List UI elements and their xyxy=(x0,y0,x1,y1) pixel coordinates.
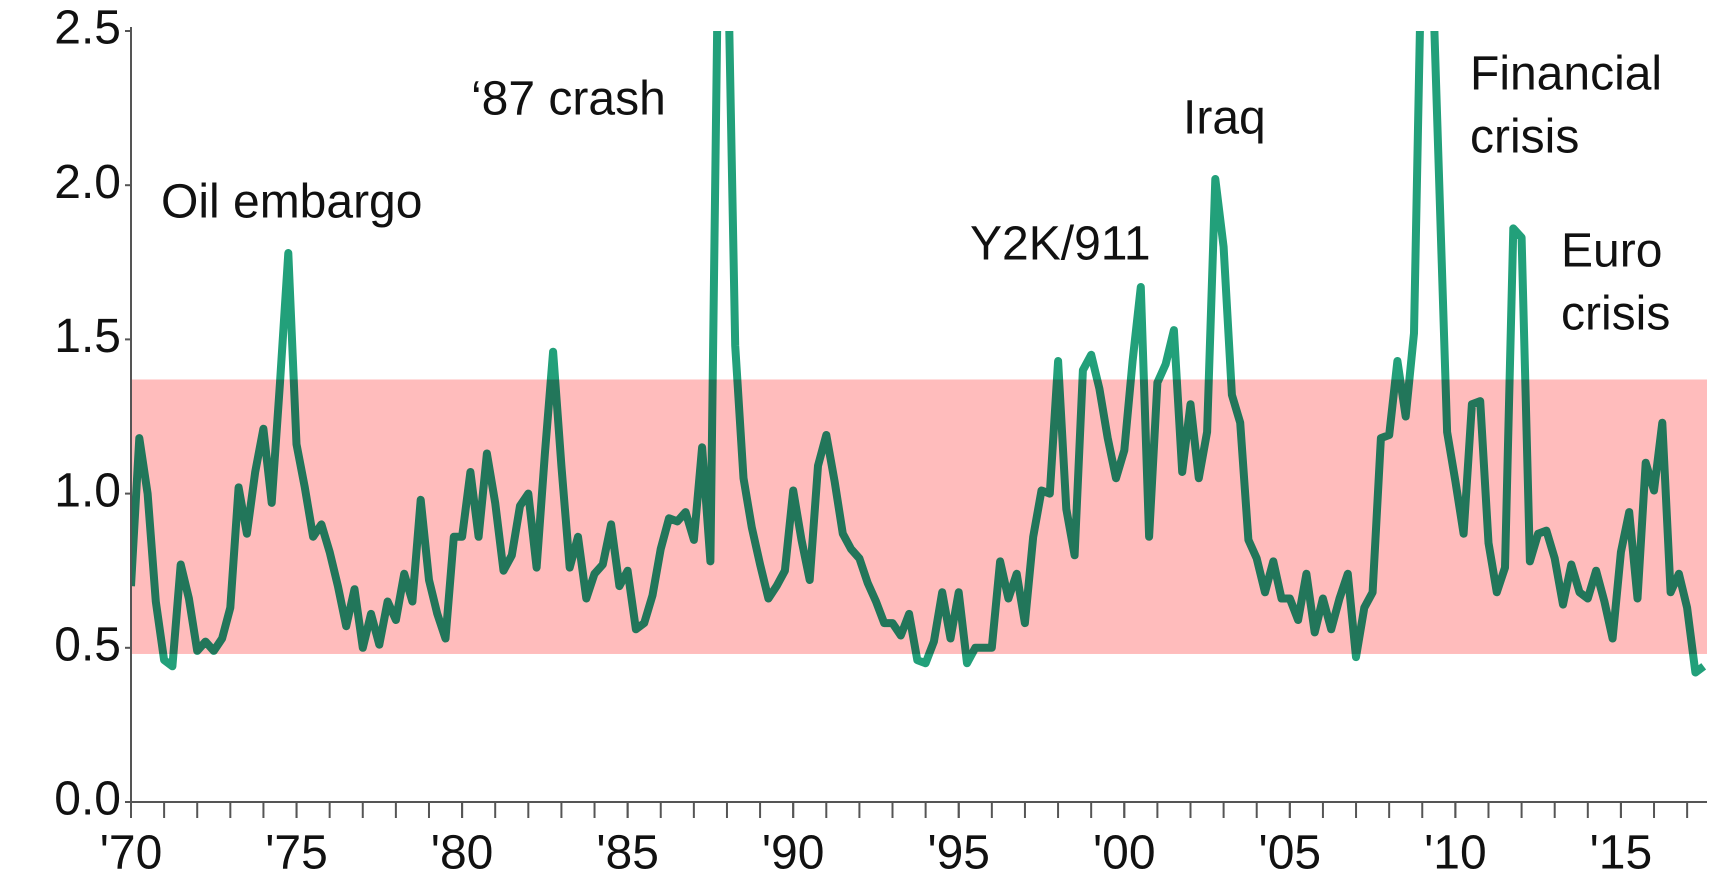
x-tick-label: '80 xyxy=(431,827,494,880)
y-tick-label: 2.5 xyxy=(54,2,121,55)
annotation: Y2K/911 xyxy=(970,218,1151,271)
annotation: Euro xyxy=(1561,225,1662,278)
shaded-range xyxy=(131,379,1707,654)
annotation: crisis xyxy=(1561,288,1670,341)
plot-area xyxy=(131,31,1707,677)
x-tick-label: '15 xyxy=(1590,827,1653,880)
x-tick-label: '90 xyxy=(762,827,825,880)
x-tick-label: '00 xyxy=(1093,827,1156,880)
annotation: ‘87 crash xyxy=(471,73,666,126)
y-tick-label: 1.0 xyxy=(54,464,121,517)
x-tick-label: '95 xyxy=(927,827,990,880)
annotation: Iraq xyxy=(1183,92,1266,145)
x-tick-label: '75 xyxy=(265,827,328,880)
annotation: Oil embargo xyxy=(161,176,422,229)
annotation: Financial xyxy=(1470,48,1662,101)
x-tick-label: '70 xyxy=(100,827,163,880)
y-tick-label: 0.5 xyxy=(54,618,121,671)
y-tick-label: 2.0 xyxy=(54,156,121,209)
x-tick-label: '05 xyxy=(1259,827,1322,880)
annotation: crisis xyxy=(1470,111,1579,164)
x-tick-label: '85 xyxy=(596,827,659,880)
x-tick-label: '10 xyxy=(1424,827,1487,880)
y-tick-label: 1.5 xyxy=(54,310,121,363)
y-tick-label: 0.0 xyxy=(54,773,121,826)
